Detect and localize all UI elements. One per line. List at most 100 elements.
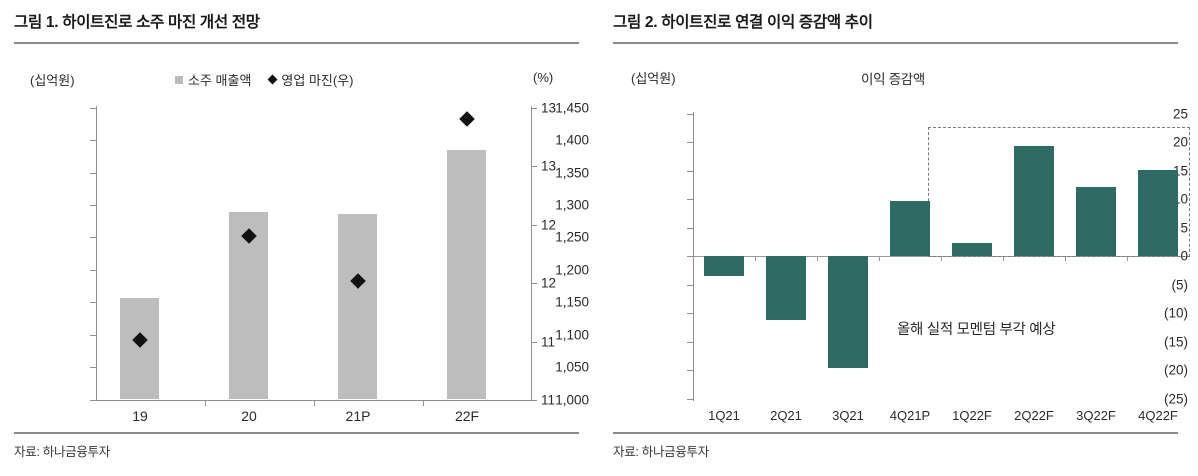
y-tick-label: 5 (1180, 220, 1188, 236)
y-tick-label: 1,100 (555, 327, 589, 343)
y-tick (90, 140, 96, 141)
figure-1-right-axis-unit: (%) (533, 70, 554, 85)
x-tick-label: 2Q21 (770, 408, 802, 423)
x-tick-label: 4Q21P (889, 408, 931, 423)
y-tick (90, 270, 96, 271)
y2-tick (531, 108, 537, 109)
x-tick-label: 3Q21 (832, 408, 864, 423)
bar-soju-revenue-21P (338, 214, 377, 399)
x-tick (1065, 256, 1066, 261)
figure-1-title-rule (14, 42, 579, 44)
y-tick-label: (15) (1163, 334, 1188, 350)
bar-profit-change-4Q21P (890, 201, 930, 256)
y2-tick-label: 11 (541, 334, 556, 350)
y2-tick-label: 13 (541, 100, 557, 116)
y2-tick (531, 283, 537, 284)
y-tick-label: 1,450 (555, 100, 589, 116)
bar-profit-change-1Q21 (704, 256, 744, 276)
figure-2-plot: (십억원) 이익 증감액 25 20 15 10 5 0 (5) (609, 0, 1190, 476)
y-tick-label: 1,150 (555, 294, 589, 310)
x-tick (423, 400, 424, 406)
x-tick-label: 2Q22F (1014, 408, 1054, 423)
figure-1-title: 그림 1. 하이트진로 소주 마진 개선 전망 (14, 14, 260, 31)
figure-1-left-axis-unit: (십억원) (30, 73, 75, 88)
y-tick (687, 399, 693, 400)
x-tick (755, 256, 756, 261)
figure-1-panel: 그림 1. 하이트진로 소주 마진 개선 전망 (십억원) (%) 소주 매출액… (10, 0, 589, 476)
figure-1-source: 자료: 하나금융투자 (14, 445, 110, 459)
bar-soju-revenue-22F (447, 150, 486, 399)
forecast-highlight-box (928, 127, 1190, 257)
y-tick (90, 237, 96, 238)
figure-2-caption: 이익 증감액 (861, 72, 926, 87)
bar-profit-change-2Q21 (766, 256, 806, 320)
x-tick-label: 4Q22F (1138, 408, 1178, 423)
x-tick (314, 400, 315, 406)
x-tick-label: 1Q22F (952, 408, 992, 423)
y-tick-label: 25 (1172, 106, 1188, 122)
y-tick-label: 1,050 (555, 359, 589, 375)
y2-tick-label: 12 (541, 275, 557, 291)
y-tick (90, 205, 96, 206)
x-tick-label: 19 (132, 408, 148, 424)
figure-2-source: 자료: 하나금융투자 (613, 445, 709, 459)
y-tick-label: 1,250 (555, 229, 589, 245)
y-tick (687, 228, 693, 229)
y-tick-label: (25) (1163, 391, 1188, 407)
figure-2-title: 그림 2. 하이트진로 연결 이익 증감액 추이 (613, 14, 873, 31)
y-tick (90, 302, 96, 303)
y2-tick (531, 342, 537, 343)
y-tick (687, 370, 693, 371)
bar-profit-change-2Q22F (1014, 146, 1054, 256)
bar-profit-change-4Q22F (1138, 170, 1178, 256)
figure-2-footer-rule (613, 432, 1178, 434)
y2-tick (531, 166, 537, 167)
x-tick (1003, 256, 1004, 261)
x-tick-label: 1Q21 (708, 408, 740, 423)
x-tick (879, 256, 880, 261)
y-tick (687, 313, 693, 314)
y-tick (90, 335, 96, 336)
y-tick-label: 1,200 (555, 262, 589, 278)
y-tick-label: 1,350 (555, 165, 589, 181)
y-tick-label: 20 (1172, 134, 1188, 150)
y2-tick (531, 225, 537, 226)
bar-profit-change-3Q22F (1076, 187, 1116, 256)
y-tick (687, 114, 693, 115)
legend-label-soju-revenue: 소주 매출액 (188, 73, 252, 88)
x-tick-label: 20 (241, 408, 257, 424)
bar-profit-change-1Q22F (952, 243, 992, 256)
y2-tick-label: 13 (541, 158, 557, 174)
bar-profit-change-3Q21 (828, 256, 868, 368)
y-tick-label: 1,400 (555, 132, 589, 148)
y-tick-label: (10) (1163, 305, 1188, 321)
figure-1-plot: (십억원) (%) 소주 매출액 영업 마진(우) (10, 0, 589, 476)
figure-1-footer-rule (14, 432, 579, 434)
y-tick-label: 1,000 (555, 392, 589, 408)
x-tick (941, 256, 942, 261)
y-tick (90, 173, 96, 174)
y-tick (90, 108, 96, 109)
x-tick-label: 3Q22F (1076, 408, 1116, 423)
y-tick (687, 285, 693, 286)
figure-1-y-axis (96, 106, 97, 401)
y-tick (687, 256, 693, 257)
y-tick-label: (5) (1171, 277, 1189, 293)
y-tick (687, 199, 693, 200)
x-tick-label: 21P (345, 408, 371, 424)
y-tick (687, 142, 693, 143)
figure-1-y2-axis (531, 106, 532, 401)
x-tick-label: 22F (454, 408, 480, 424)
figure-2-panel: 그림 2. 하이트진로 연결 이익 증감액 추이 (십억원) 이익 증감액 25… (599, 0, 1198, 476)
legend-item-operating-margin: 영업 마진(우) (267, 70, 354, 89)
y2-tick-label: 11 (541, 392, 556, 408)
figure-2-title-rule (613, 42, 1178, 44)
y-tick (687, 342, 693, 343)
y-tick-label: 1,300 (555, 197, 589, 213)
x-tick (1127, 256, 1128, 261)
x-tick (817, 256, 818, 261)
legend-label-operating-margin: 영업 마진(우) (281, 73, 354, 88)
figure-1-legend: 소주 매출액 영업 마진(우) (175, 70, 354, 89)
bar-soju-revenue-19 (120, 298, 159, 399)
